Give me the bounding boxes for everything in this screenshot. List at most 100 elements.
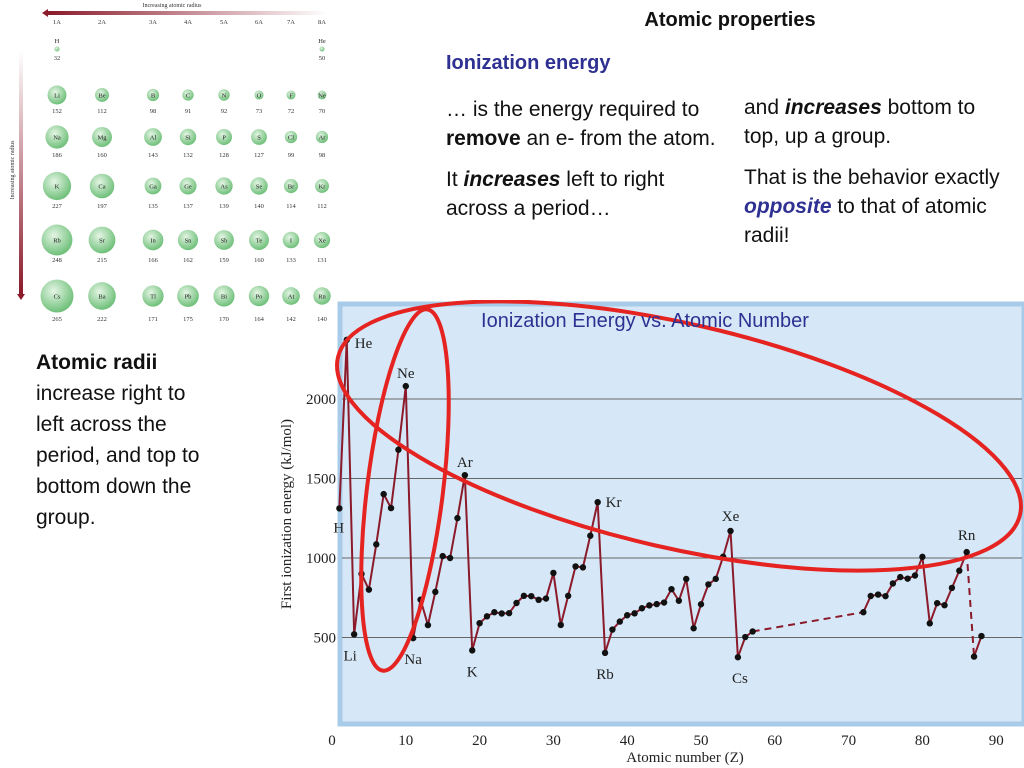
- element-symbol: Te: [256, 237, 263, 244]
- element-symbol: Ca: [98, 183, 105, 190]
- series-segment: [973, 635, 983, 657]
- group-label: 8A: [318, 19, 326, 26]
- emphasis-increases: increases: [784, 96, 882, 119]
- element-sphere: [218, 89, 230, 101]
- radius-value: 186: [52, 152, 63, 159]
- data-point: [904, 575, 911, 582]
- data-point: [867, 592, 874, 600]
- x-tick-label: 0: [328, 733, 336, 749]
- radius-value: 160: [97, 152, 107, 159]
- data-point: [897, 573, 904, 581]
- element-symbol: Br: [288, 183, 295, 190]
- radius-value: 265: [52, 316, 62, 323]
- radius-value: 128: [219, 152, 229, 159]
- data-point: [668, 585, 675, 593]
- element-sphere: [41, 224, 73, 256]
- element-symbol: Tl: [150, 293, 156, 300]
- radius-value: 137: [183, 203, 194, 210]
- text-run: and: [744, 96, 785, 119]
- data-point: [609, 626, 616, 633]
- element-symbol: Sr: [99, 237, 106, 244]
- data-point: [483, 613, 491, 620]
- radius-value: 171: [148, 316, 158, 323]
- series-segment: [345, 339, 356, 635]
- series-segment: [390, 449, 400, 509]
- element-label: Kr: [606, 495, 622, 511]
- chart-panel: [337, 301, 1024, 727]
- element-sphere: [313, 287, 331, 305]
- radius-value: 98: [319, 152, 326, 159]
- data-point: [542, 595, 550, 602]
- element-symbol: F: [289, 92, 293, 99]
- series-segment: [449, 517, 459, 559]
- radius-value: 99: [288, 152, 295, 159]
- data-point: [535, 596, 542, 604]
- series-segment: [596, 502, 607, 653]
- element-sphere: [146, 88, 160, 102]
- element-sphere: [144, 128, 162, 146]
- data-point: [970, 653, 978, 660]
- element-symbol: Kr: [319, 183, 327, 190]
- series-segment: [471, 622, 481, 651]
- element-labels: He H Li Ne Na Ar K Kr Rb Xe Cs Rn: [333, 336, 976, 687]
- data-point: [631, 610, 638, 617]
- element-sphere: [213, 285, 235, 307]
- element-sphere: [88, 226, 116, 254]
- element-symbol: Li: [54, 92, 60, 99]
- element-label: K: [467, 664, 478, 680]
- element-sphere: [249, 230, 269, 250]
- element-symbol: Bi: [221, 293, 227, 300]
- series-segment: [426, 591, 437, 626]
- x-tick-label: 80: [915, 733, 930, 749]
- data-point: [889, 580, 897, 587]
- period-trend-ellipse: [335, 300, 1023, 573]
- data-point: [373, 541, 380, 548]
- element-sphere: [215, 177, 233, 195]
- element-sphere: [177, 229, 199, 251]
- element-label: Li: [343, 648, 356, 664]
- element-label: He: [355, 336, 373, 352]
- group-label: 4A: [184, 19, 192, 26]
- series-gap-dashed: [752, 611, 864, 633]
- data-point: [469, 647, 476, 654]
- text-run: an e- from the atom.: [520, 127, 716, 150]
- emphasis-opposite: opposite: [744, 195, 832, 218]
- data-point: [624, 612, 631, 619]
- data-point: [638, 605, 646, 612]
- element-sphere: [45, 125, 69, 149]
- arrow-shaft: [19, 50, 23, 294]
- text-run: That is the behavior exactly: [744, 166, 1000, 189]
- element-symbol: Ba: [98, 293, 105, 300]
- element-spheres: H 32 He 50 Li 152 Be 112 B 98 C 91 N 92 O 73 F 72 Ne 70 Na 18…: [40, 38, 331, 323]
- data-point: [439, 552, 446, 560]
- data-point: [350, 631, 358, 638]
- data-point: [933, 599, 941, 607]
- data-point: [616, 618, 624, 625]
- element-sphere: [92, 127, 112, 147]
- data-point: [963, 548, 970, 556]
- radius-value: 140: [254, 203, 264, 210]
- group-label: 5A: [220, 19, 228, 26]
- series-segment: [545, 572, 555, 599]
- data-point: [911, 572, 919, 579]
- element-label: H: [333, 520, 344, 536]
- data-point: [594, 498, 601, 506]
- data-point: [601, 649, 609, 657]
- element-sphere: [88, 282, 116, 310]
- element-sphere: [214, 230, 234, 250]
- series-segment: [729, 530, 739, 658]
- element-symbol: Si: [185, 134, 191, 141]
- radius-value: 50: [319, 55, 326, 62]
- data-point: [446, 554, 454, 562]
- radius-value: 133: [286, 257, 296, 264]
- element-sphere: [283, 178, 299, 194]
- radius-value: 112: [97, 108, 107, 115]
- element-symbol: Ar: [319, 134, 327, 141]
- series-segment: [559, 595, 570, 626]
- element-symbol: C: [186, 92, 190, 99]
- element-symbol: Pb: [185, 293, 192, 300]
- periodic-table-figure: Increasing atomic radius Increasing atom…: [10, 3, 331, 323]
- element-symbol: B: [151, 92, 156, 99]
- radius-value: 112: [317, 203, 327, 210]
- radius-value: 248: [52, 257, 62, 264]
